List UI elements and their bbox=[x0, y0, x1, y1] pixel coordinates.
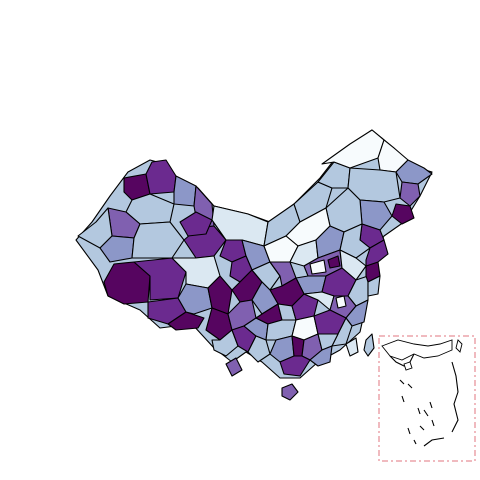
inset-hainan bbox=[403, 361, 413, 371]
map-region[interactable] bbox=[331, 317, 353, 347]
map-region[interactable] bbox=[399, 181, 421, 207]
hainan-island[interactable] bbox=[281, 383, 299, 401]
inset-borneo bbox=[423, 437, 445, 447]
map-region[interactable] bbox=[335, 295, 347, 309]
map-region[interactable] bbox=[367, 275, 381, 297]
map-region[interactable] bbox=[327, 255, 341, 269]
taiwan-island[interactable] bbox=[363, 333, 375, 357]
inset-dash-2 bbox=[407, 383, 413, 389]
map-region[interactable] bbox=[251, 261, 281, 291]
map-region[interactable] bbox=[345, 337, 359, 357]
inset-dash-3 bbox=[401, 395, 405, 403]
map-region[interactable] bbox=[77, 207, 113, 249]
east-coast-regions bbox=[309, 239, 389, 309]
map-region[interactable] bbox=[225, 357, 243, 377]
inset-dash-8 bbox=[419, 425, 425, 431]
map-region[interactable] bbox=[179, 211, 213, 237]
inset-frame bbox=[378, 335, 476, 462]
south-china-sea-inset bbox=[378, 335, 476, 462]
map-region[interactable] bbox=[251, 281, 279, 315]
inset-mainland bbox=[381, 339, 453, 361]
map-region[interactable] bbox=[103, 261, 151, 305]
map-region[interactable] bbox=[309, 259, 327, 275]
inset-dash-5 bbox=[423, 409, 429, 417]
map-region[interactable] bbox=[173, 175, 197, 207]
map-region[interactable] bbox=[345, 299, 369, 327]
map-region[interactable] bbox=[391, 203, 415, 225]
inset-dash-9 bbox=[413, 439, 417, 445]
map-region[interactable] bbox=[145, 159, 177, 195]
map-region[interactable] bbox=[309, 345, 333, 367]
southern-regions bbox=[265, 291, 375, 401]
inset-taiwan bbox=[455, 339, 463, 353]
western-regions bbox=[77, 159, 233, 331]
map-region[interactable] bbox=[247, 335, 271, 363]
map-region[interactable] bbox=[365, 239, 389, 267]
inset-dash-6 bbox=[429, 401, 433, 409]
map-region[interactable] bbox=[167, 311, 205, 331]
inset-dash-4 bbox=[417, 407, 421, 415]
inset-dash-7 bbox=[407, 427, 411, 435]
map-region[interactable] bbox=[339, 249, 367, 281]
inset-philippines bbox=[451, 361, 459, 433]
inset-coastline bbox=[389, 353, 415, 367]
map-region[interactable] bbox=[291, 293, 319, 321]
inset-dash-1 bbox=[399, 379, 405, 385]
map-region[interactable] bbox=[293, 181, 333, 223]
inset-dash-10 bbox=[431, 419, 435, 427]
map-region[interactable] bbox=[207, 275, 233, 315]
